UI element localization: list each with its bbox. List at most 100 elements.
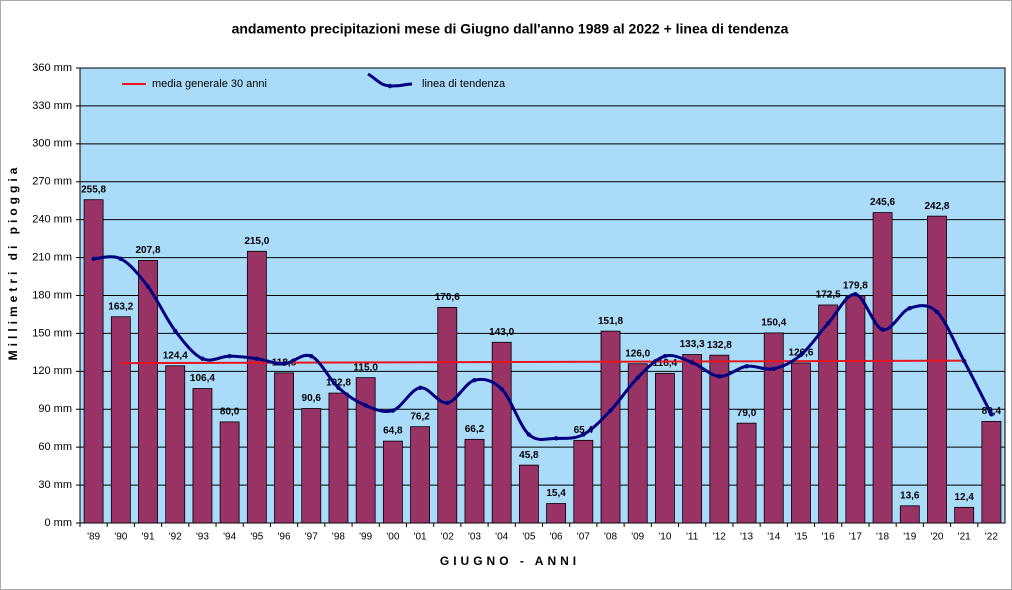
value-label: 150,4 [761, 318, 786, 329]
trend-marker [907, 305, 912, 311]
trend-marker [825, 321, 831, 326]
value-label: 179,8 [843, 280, 868, 291]
x-tick-label: '89 [87, 532, 100, 543]
y-tick-label: 120 mm [32, 365, 72, 377]
trend-marker [526, 432, 532, 437]
trend-marker [717, 374, 722, 379]
value-label: 215,0 [244, 236, 269, 247]
bar [382, 440, 403, 524]
trend-marker [553, 436, 559, 441]
bar [981, 420, 1002, 524]
trend-marker [880, 327, 885, 332]
value-label: 90,6 [302, 393, 322, 404]
bar [627, 363, 648, 524]
value-label: 126,0 [625, 348, 650, 359]
value-label: 143,0 [489, 327, 514, 338]
value-label: 170,6 [435, 292, 460, 303]
value-label: 64,8 [383, 426, 403, 437]
bar [954, 506, 975, 524]
value-label: 245,6 [870, 197, 895, 208]
x-tick-label: '21 [958, 532, 971, 543]
value-label: 132,8 [707, 340, 732, 351]
bar [246, 250, 267, 524]
bar [736, 422, 757, 524]
bar [518, 464, 539, 524]
bar [600, 330, 621, 524]
x-tick-label: '97 [305, 532, 318, 543]
x-tick-label: '22 [985, 532, 998, 543]
x-tick-label: '20 [930, 532, 943, 543]
value-label: 172,5 [816, 290, 841, 301]
y-tick-label: 270 mm [32, 176, 72, 188]
y-tick-label: 330 mm [32, 100, 72, 112]
legend-label: media generale 30 anni [152, 78, 267, 90]
trend-marker [91, 256, 96, 262]
x-tick-label: '98 [332, 532, 345, 543]
y-tick-label: 60 mm [38, 441, 72, 453]
value-label: 255,8 [81, 184, 106, 195]
y-tick-label: 150 mm [32, 327, 72, 339]
trend-marker [173, 328, 178, 334]
value-label: 45,8 [519, 450, 539, 461]
value-label: 15,4 [546, 488, 566, 499]
x-tick-label: '16 [822, 532, 835, 543]
y-tick-label: 240 mm [32, 214, 72, 226]
trend-marker [581, 432, 586, 437]
x-tick-label: '02 [441, 532, 454, 543]
legend-swatch [387, 83, 393, 89]
value-label: 106,4 [190, 373, 215, 384]
bar [328, 392, 349, 524]
value-label: 76,2 [410, 411, 430, 422]
bar [845, 295, 866, 524]
bar [464, 438, 485, 524]
trend-marker [227, 353, 232, 359]
y-tick-label: 30 mm [38, 479, 72, 491]
bar [219, 421, 240, 524]
trend-marker [662, 353, 668, 359]
trend-marker [472, 377, 477, 383]
bar [872, 212, 893, 524]
bar [110, 316, 131, 524]
x-tick-label: '91 [141, 532, 154, 543]
bar [655, 372, 675, 524]
trend-marker [934, 309, 940, 315]
value-label: 118,4 [653, 358, 678, 369]
trend-marker [445, 400, 450, 406]
x-tick-label: '90 [114, 532, 127, 543]
bar [682, 354, 703, 524]
bar [83, 199, 104, 524]
x-tick-label: '07 [577, 532, 590, 543]
trend-marker [689, 360, 695, 365]
x-tick-label: '19 [903, 532, 916, 543]
trend-marker [336, 385, 341, 390]
value-label: 207,8 [135, 245, 160, 256]
value-label: 124,4 [163, 350, 188, 361]
trend-marker [499, 386, 504, 392]
trend-marker [635, 375, 640, 380]
x-tick-label: '12 [713, 532, 726, 543]
x-axis-label: GIUGNO - ANNI [440, 554, 580, 568]
x-tick-label: '10 [658, 532, 671, 543]
x-tick-label: '09 [631, 532, 644, 543]
bar [192, 388, 213, 524]
trend-line [93, 255, 993, 442]
x-tick-label: '04 [495, 532, 508, 543]
x-tick-label: '99 [359, 532, 372, 543]
bar [763, 332, 784, 524]
value-label: 115,0 [353, 362, 378, 373]
trend-marker [771, 366, 776, 372]
x-tick-label: '18 [876, 532, 889, 543]
y-tick-label: 180 mm [32, 289, 72, 301]
value-label: 12,4 [954, 492, 974, 503]
trend-marker [145, 284, 151, 289]
trend-marker [417, 385, 423, 390]
x-tick-label: '00 [386, 532, 399, 543]
bar [274, 372, 294, 524]
value-label: 151,8 [598, 316, 623, 327]
trend-marker [744, 364, 749, 369]
y-tick-label: 90 mm [38, 403, 72, 415]
x-tick-label: '08 [604, 532, 617, 543]
bar [818, 304, 839, 524]
x-tick-label: '94 [223, 532, 236, 543]
x-tick-label: '05 [522, 532, 535, 543]
